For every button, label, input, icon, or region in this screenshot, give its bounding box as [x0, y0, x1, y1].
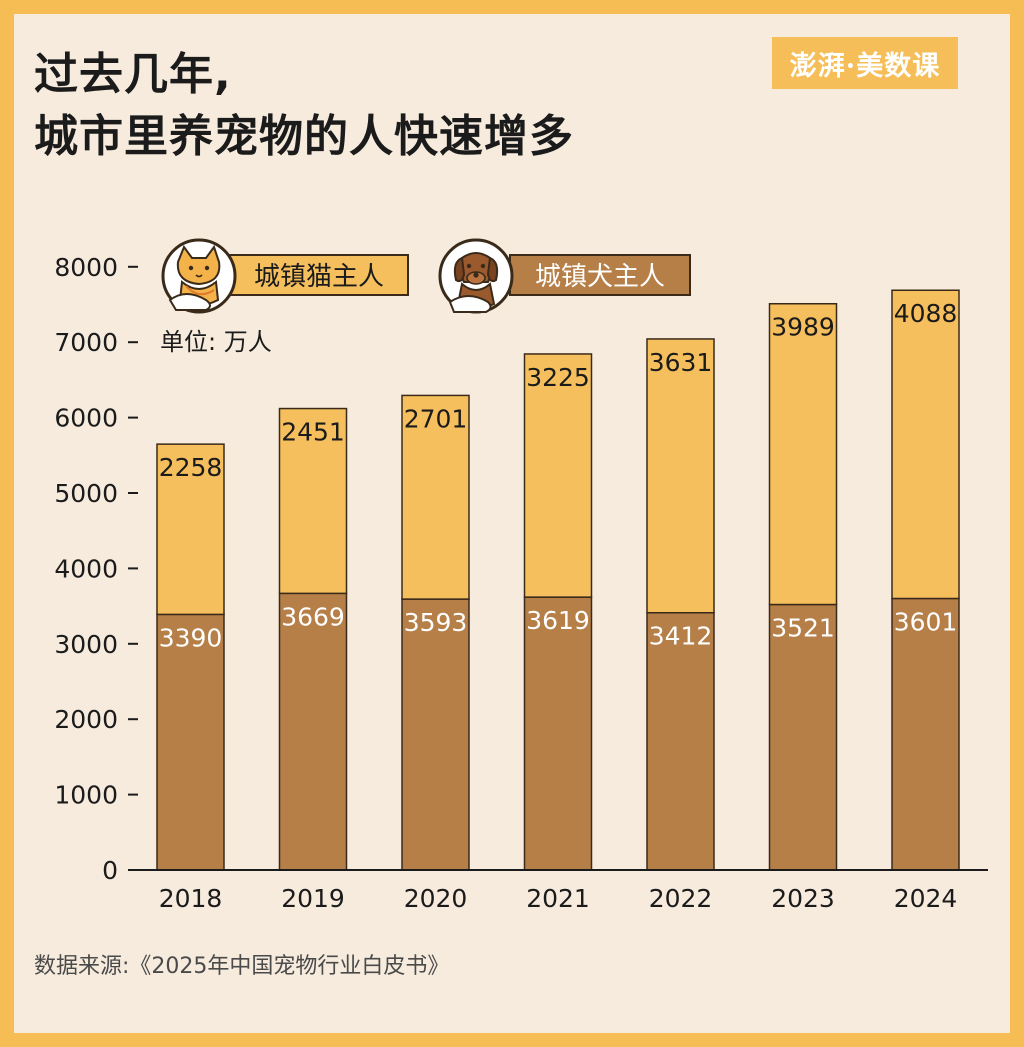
- y-tick-label: 3000: [54, 630, 118, 659]
- legend-item-dog: 城镇犬主人: [438, 238, 691, 314]
- y-tick-label: 8000: [54, 253, 118, 282]
- x-tick-label: 2018: [159, 884, 223, 913]
- x-tick-label: 2024: [894, 884, 958, 913]
- dog-owner-icon: [438, 238, 514, 314]
- title-line-2: 城市里养宠物的人快速增多: [34, 111, 574, 162]
- x-tick-label: 2022: [649, 884, 713, 913]
- y-tick-label: 1000: [54, 781, 118, 810]
- bar-cat-2024: [891, 289, 960, 600]
- bar-cat-2019: [278, 407, 348, 595]
- source-note: 数据来源:《2025年中国宠物行业白皮书》: [34, 954, 450, 979]
- unit-label: 单位: 万人: [160, 328, 272, 356]
- y-tick-label: 2000: [54, 705, 118, 734]
- data-label-cat: 3989: [771, 313, 835, 342]
- bar-cat-2022: [646, 338, 715, 614]
- data-label-cat: 3225: [526, 363, 590, 392]
- bar-dog-2018: [156, 613, 225, 871]
- title-line-1: 过去几年,: [34, 49, 232, 100]
- bar-dog-2024: [891, 597, 960, 871]
- y-axis: 0 1000 2000 3000 4000 5000 6000 7000 8000: [54, 253, 138, 885]
- x-tick-label: 2023: [771, 884, 835, 913]
- bar-dog-2019: [278, 592, 348, 871]
- bar-cat-2020: [401, 394, 470, 600]
- y-tick-label: 0: [102, 856, 118, 885]
- data-label-dog: 3390: [159, 623, 223, 652]
- data-label-dog: 3601: [894, 607, 958, 636]
- legend-item-cat: 城镇猫主人: [161, 238, 409, 314]
- y-tick-label: 7000: [54, 328, 118, 357]
- data-label-dog: 3669: [281, 602, 345, 631]
- x-axis: 2018 2019 2020 2021 2022 2023 2024: [132, 869, 988, 913]
- bar-dog-2023: [768, 603, 838, 871]
- legend-label-dog: 城镇犬主人: [535, 262, 665, 292]
- bar-cat-2018: [156, 443, 225, 616]
- data-labels-layer: 3390 2258 3669 2451 3593 2701 3619 3225 3412 3631…: [159, 299, 958, 652]
- data-label-cat: 3631: [649, 348, 713, 377]
- legend-swatch-cat: [229, 254, 409, 296]
- data-label-dog: 3521: [771, 614, 835, 643]
- bar-dog-2022: [646, 611, 715, 871]
- x-tick-label: 2020: [404, 884, 468, 913]
- cat-owner-icon: [161, 238, 237, 314]
- chart-title: 过去几年, 城市里养宠物的人快速增多: [34, 44, 574, 168]
- bar-dog-2020: [401, 598, 470, 871]
- logo-text: 澎湃·美数课: [789, 50, 941, 82]
- y-tick-label: 5000: [54, 479, 118, 508]
- data-label-dog: 3593: [404, 608, 468, 637]
- data-label-cat: 2451: [281, 418, 345, 447]
- data-label-cat: 2258: [159, 453, 223, 482]
- bar-dog-2021: [523, 596, 593, 871]
- x-tick-label: 2019: [281, 884, 345, 913]
- data-label-cat: 2701: [404, 404, 468, 433]
- data-label-dog: 3412: [649, 622, 713, 651]
- legend-label-cat: 城镇猫主人: [254, 262, 384, 292]
- bar-cat-2023: [768, 302, 838, 606]
- y-tick-label: 4000: [54, 554, 118, 583]
- brand-logo: 澎湃·美数课: [772, 37, 958, 89]
- data-label-cat: 4088: [894, 299, 958, 328]
- legend-swatch-dog: [509, 254, 691, 296]
- bar-cat-2021: [523, 353, 593, 598]
- x-tick-label: 2021: [526, 884, 590, 913]
- data-label-dog: 3619: [526, 606, 590, 635]
- y-tick-label: 6000: [54, 404, 118, 433]
- bars-layer: [156, 289, 960, 871]
